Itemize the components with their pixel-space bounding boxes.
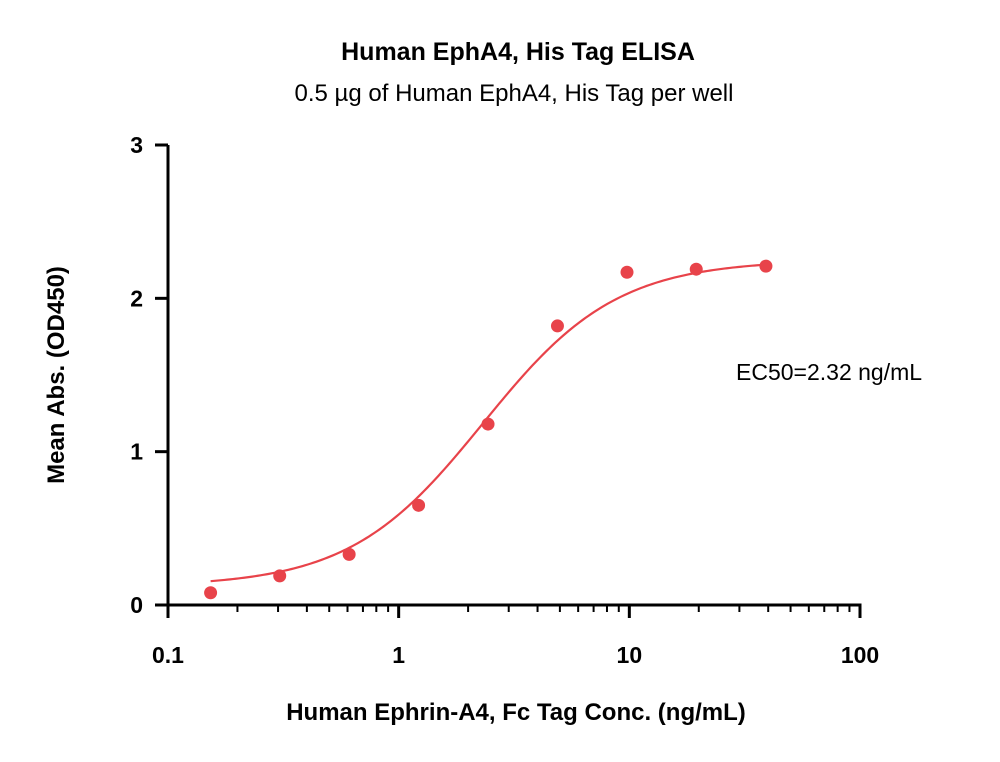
y-tick-label: 2 xyxy=(130,285,143,311)
data-point xyxy=(412,498,426,512)
y-tick-label: 1 xyxy=(130,439,143,465)
x-tick-label: 100 xyxy=(841,642,879,668)
axes xyxy=(166,145,862,607)
fit-curve xyxy=(210,263,767,583)
data-point xyxy=(273,569,287,583)
x-tick-label: 0.1 xyxy=(152,642,184,668)
data-point xyxy=(759,259,773,273)
data-point xyxy=(550,319,564,333)
x-tick-label: 1 xyxy=(392,642,405,668)
y-axis-label: Mean Abs. (OD450) xyxy=(43,266,70,484)
x-axis-label: Human Ephrin-A4, Fc Tag Conc. (ng/mL) xyxy=(286,699,746,726)
chart-subtitle: 0.5 µg of Human EphA4, His Tag per well xyxy=(295,80,734,107)
data-points xyxy=(204,259,773,600)
x-ticks: 0.1 1 10 100 xyxy=(152,605,879,668)
data-point xyxy=(481,417,495,431)
chart-title: Human EphA4, His Tag ELISA xyxy=(341,38,695,66)
y-tick-label: 3 xyxy=(130,132,143,158)
data-point xyxy=(204,586,218,600)
data-point xyxy=(620,265,634,279)
ec50-annotation: EC50=2.32 ng/mL xyxy=(736,359,922,385)
data-point xyxy=(342,547,356,561)
y-tick-label: 0 xyxy=(130,592,143,618)
data-point xyxy=(689,262,703,276)
x-tick-label: 10 xyxy=(617,642,643,668)
y-ticks: 0 1 2 3 xyxy=(130,132,168,618)
